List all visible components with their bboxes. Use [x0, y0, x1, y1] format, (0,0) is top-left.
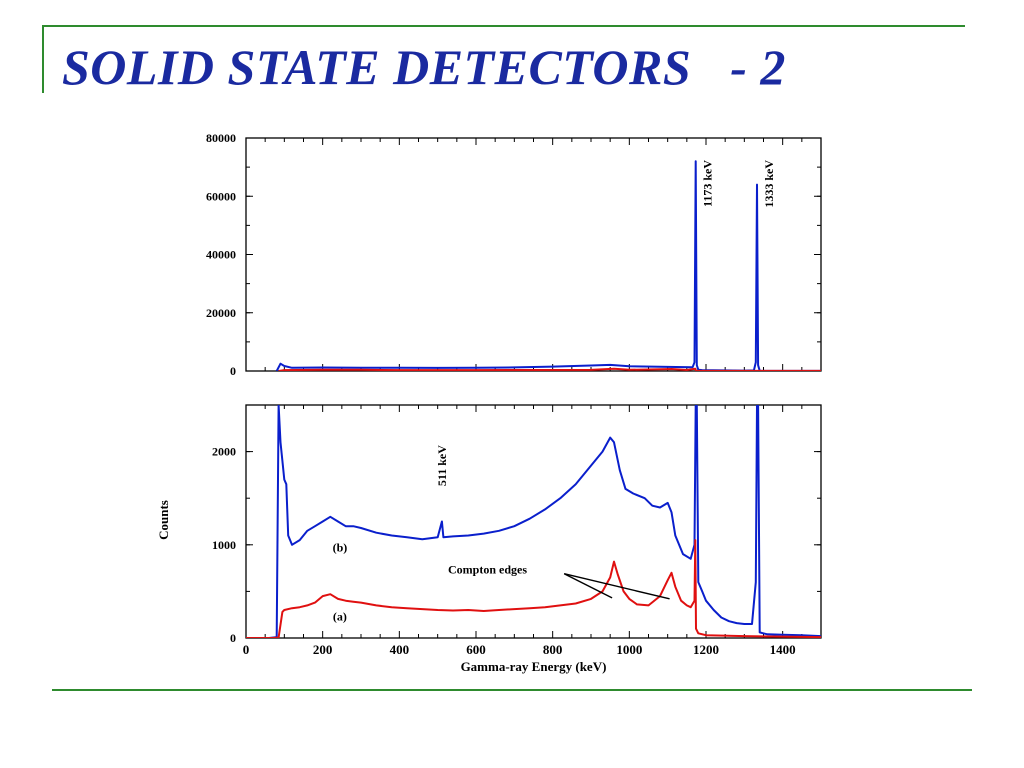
- y-tick-label: 80000: [206, 131, 236, 145]
- compton-edges-label: Compton edges: [448, 563, 527, 577]
- y-tick-label: 40000: [206, 248, 236, 262]
- plot-frame: [245, 404, 822, 639]
- bottom-rule: [52, 689, 972, 691]
- series-b-line: [275, 160, 821, 371]
- y-tick-label: 60000: [206, 189, 236, 203]
- x-tick-label: 1400: [770, 642, 796, 657]
- x-axis-label: Gamma-ray Energy (keV): [461, 659, 607, 674]
- x-tick-label: 800: [543, 642, 563, 657]
- y-tick-label: 1000: [212, 538, 236, 552]
- top-rule: [42, 25, 965, 27]
- x-tick-label: 1000: [616, 642, 642, 657]
- series-a-line: [246, 539, 821, 638]
- x-tick-label: 0: [243, 642, 250, 657]
- peak-label: 511 keV: [435, 445, 449, 486]
- y-tick-label: 0: [230, 631, 236, 645]
- series-a-line: [278, 367, 821, 371]
- left-rule: [42, 25, 44, 93]
- series-label: (a): [333, 609, 347, 623]
- bottom-panel: 0 1000 2000 0 200 400 600 800 1000 1200 1400 511 ke…: [156, 404, 822, 674]
- x-tick-label: 1200: [693, 642, 719, 657]
- compton-pointer-line: [564, 573, 670, 600]
- slide-title: SOLID STATE DETECTORS - 2: [62, 39, 786, 95]
- y-axis-label: Counts: [156, 500, 171, 540]
- x-tick-label: 400: [390, 642, 410, 657]
- series-b-line: [246, 405, 821, 638]
- peak-label: 1173 keV: [701, 160, 715, 207]
- peak-label: 1333 keV: [762, 160, 776, 208]
- x-tick-label: 600: [466, 642, 486, 657]
- y-tick-label: 2000: [212, 445, 236, 459]
- x-tick-label: 200: [313, 642, 333, 657]
- series-label: (b): [333, 540, 348, 554]
- y-tick-label: 20000: [206, 306, 236, 320]
- plot-frame: [245, 137, 822, 372]
- compton-pointer-line: [563, 573, 613, 599]
- top-panel: 0 20000 40000 60000 80000 1173 keV 1333 keV: [206, 131, 822, 378]
- y-tick-label: 0: [230, 364, 236, 378]
